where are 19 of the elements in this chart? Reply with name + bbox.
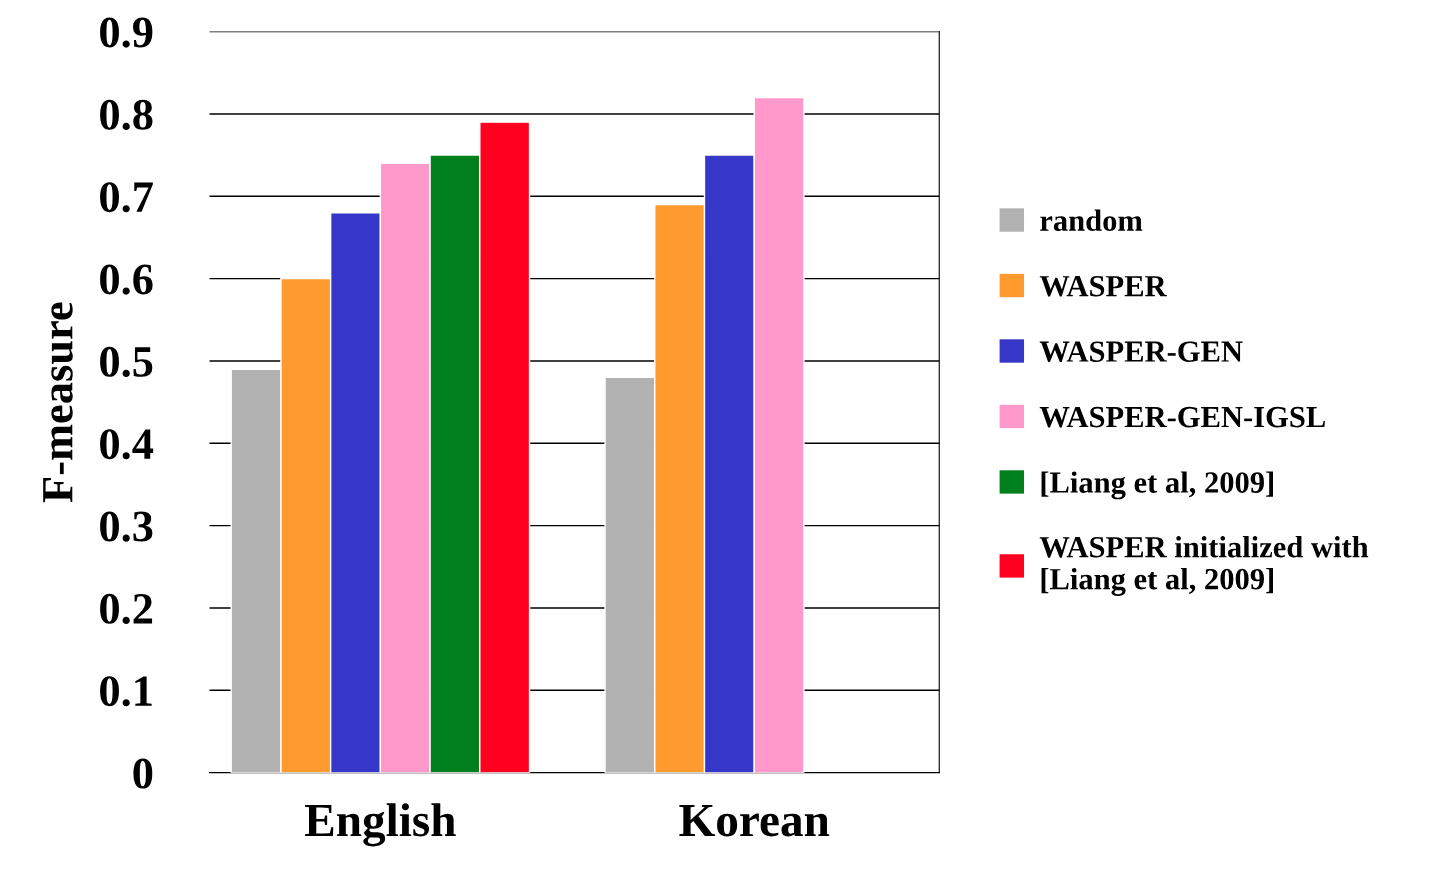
legend-label: WASPER-GEN-IGSL [1039,406,1325,428]
x-tick-label: Korean [679,805,830,837]
y-tick-label: 0 [133,758,153,789]
legend-label: random [1040,209,1143,231]
y-tick-label: 0.2 [100,593,153,625]
y-tick-label: 0.5 [100,346,153,378]
x-tick-label: English [305,803,456,847]
legend-label: [Liang et al, 2009] [1041,471,1273,500]
y-tick-label: 0.9 [100,17,153,48]
y-tick-label: 0.6 [100,264,153,295]
legend-label: WASPER initialized with [Liang et al, 2009] [1039,535,1369,596]
y-tick-label: 0.3 [100,511,153,542]
y-tick-label: 0.7 [100,182,153,213]
legend-label: WASPER [1039,275,1167,297]
y-tick-label: 0.4 [100,429,154,460]
y-tick-label: 0.1 [100,676,152,707]
legend-label: WASPER-GEN [1039,341,1243,363]
y-tick-label: 0.8 [100,99,153,130]
y-axis-title: F-measure [43,302,73,503]
